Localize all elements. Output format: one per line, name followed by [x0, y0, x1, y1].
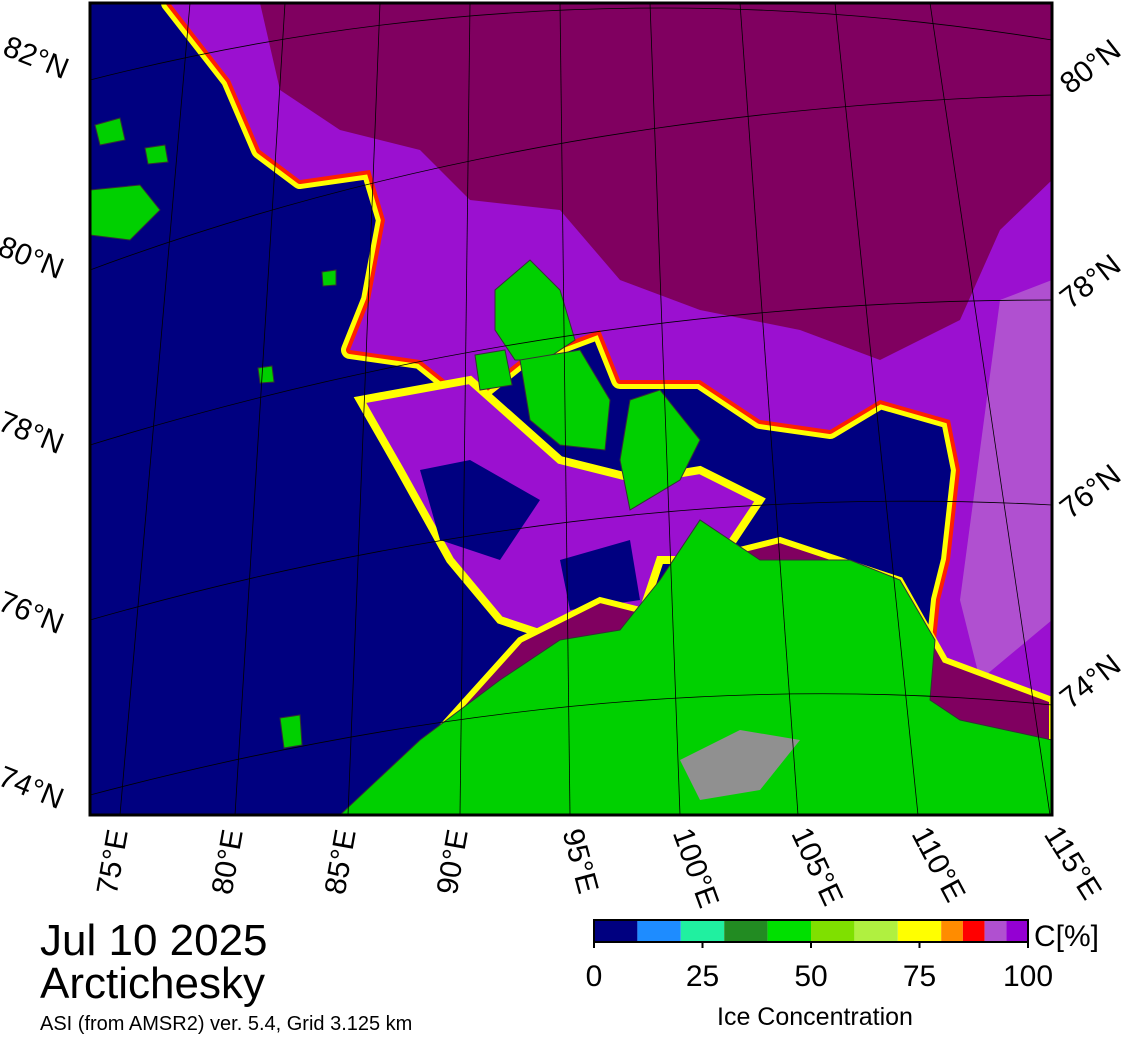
colorbar-segment — [984, 920, 1007, 942]
parallel — [90, 500, 1052, 621]
meridian — [739, 3, 799, 815]
colorbar-segment — [680, 920, 725, 942]
colorbar-title: Ice Concentration — [717, 1003, 913, 1031]
lon-label: 75°E — [91, 827, 135, 897]
lon-label: 95°E — [556, 825, 605, 897]
polynya — [420, 460, 540, 560]
lon-label: 90°E — [431, 827, 475, 897]
meridian — [234, 3, 286, 815]
lon-label: 115°E — [1037, 820, 1107, 905]
lat-label: 74°N — [0, 760, 68, 816]
source: ASI (from AMSR2) ver. 5.4, Grid 3.125 km — [40, 1013, 412, 1035]
lat-label: 76°N — [1054, 458, 1127, 525]
date: Jul 10 2025 — [40, 916, 268, 965]
lat-label: 78°N — [0, 405, 68, 461]
colorbar-segment — [941, 920, 963, 942]
colorbar-segment — [724, 920, 768, 942]
colorbar-segment — [962, 920, 985, 942]
meridian — [559, 3, 571, 815]
island — [321, 269, 337, 287]
meridian — [834, 3, 919, 815]
lat-label: 76°N — [0, 585, 68, 641]
parallel — [90, 693, 1052, 796]
colorbar-tick-label: 100 — [1003, 960, 1053, 993]
polynya — [560, 540, 640, 610]
island — [619, 389, 701, 511]
colorbar-segment — [637, 920, 681, 942]
island — [474, 349, 513, 391]
lat-label: 82°N — [0, 30, 73, 86]
island — [279, 714, 303, 749]
parallel — [90, 299, 1052, 446]
parallel — [90, 7, 1052, 81]
meridian — [649, 3, 681, 815]
colorbar-unit: C[%] — [1034, 920, 1099, 953]
colorbar-segment — [767, 920, 811, 942]
island — [94, 117, 126, 146]
pack-ice — [260, 3, 1052, 360]
map-frame — [88, 1, 1054, 817]
island — [257, 365, 275, 384]
region: Arctichesky — [40, 959, 265, 1008]
colorbar-tick-label: 0 — [586, 960, 603, 993]
lon-label: 110°E — [905, 822, 972, 908]
meridian — [119, 3, 191, 815]
map — [90, 3, 1052, 815]
colorbar-segment — [897, 920, 942, 942]
lon-label: 85°E — [319, 827, 363, 897]
sea-ice — [960, 280, 1052, 680]
colorbar-segment — [811, 920, 855, 942]
lon-label: 100°E — [666, 824, 725, 912]
parallel — [90, 94, 1052, 271]
lon-label: 105°E — [784, 822, 849, 910]
colorbar-segment — [854, 920, 898, 942]
terrain — [680, 730, 800, 800]
colorbar-segment — [1006, 920, 1028, 942]
graticule — [90, 3, 1052, 815]
island — [494, 259, 576, 361]
land — [339, 519, 1052, 815]
lat-label: 80°N — [0, 230, 68, 286]
lat-label: 80°N — [1054, 33, 1127, 100]
colorbar-segment — [594, 920, 638, 942]
lon-label: 80°E — [206, 827, 250, 897]
colorbar-tick-label: 75 — [903, 960, 936, 993]
meridian — [459, 3, 471, 815]
island — [144, 144, 169, 165]
lat-label: 74°N — [1054, 648, 1127, 715]
colorbar-tick-label: 25 — [686, 960, 719, 993]
island — [90, 184, 161, 241]
meridian — [929, 3, 1051, 815]
meridian — [347, 3, 381, 815]
colorbar-tick-label: 50 — [794, 960, 827, 993]
lat-label: 78°N — [1054, 248, 1127, 315]
